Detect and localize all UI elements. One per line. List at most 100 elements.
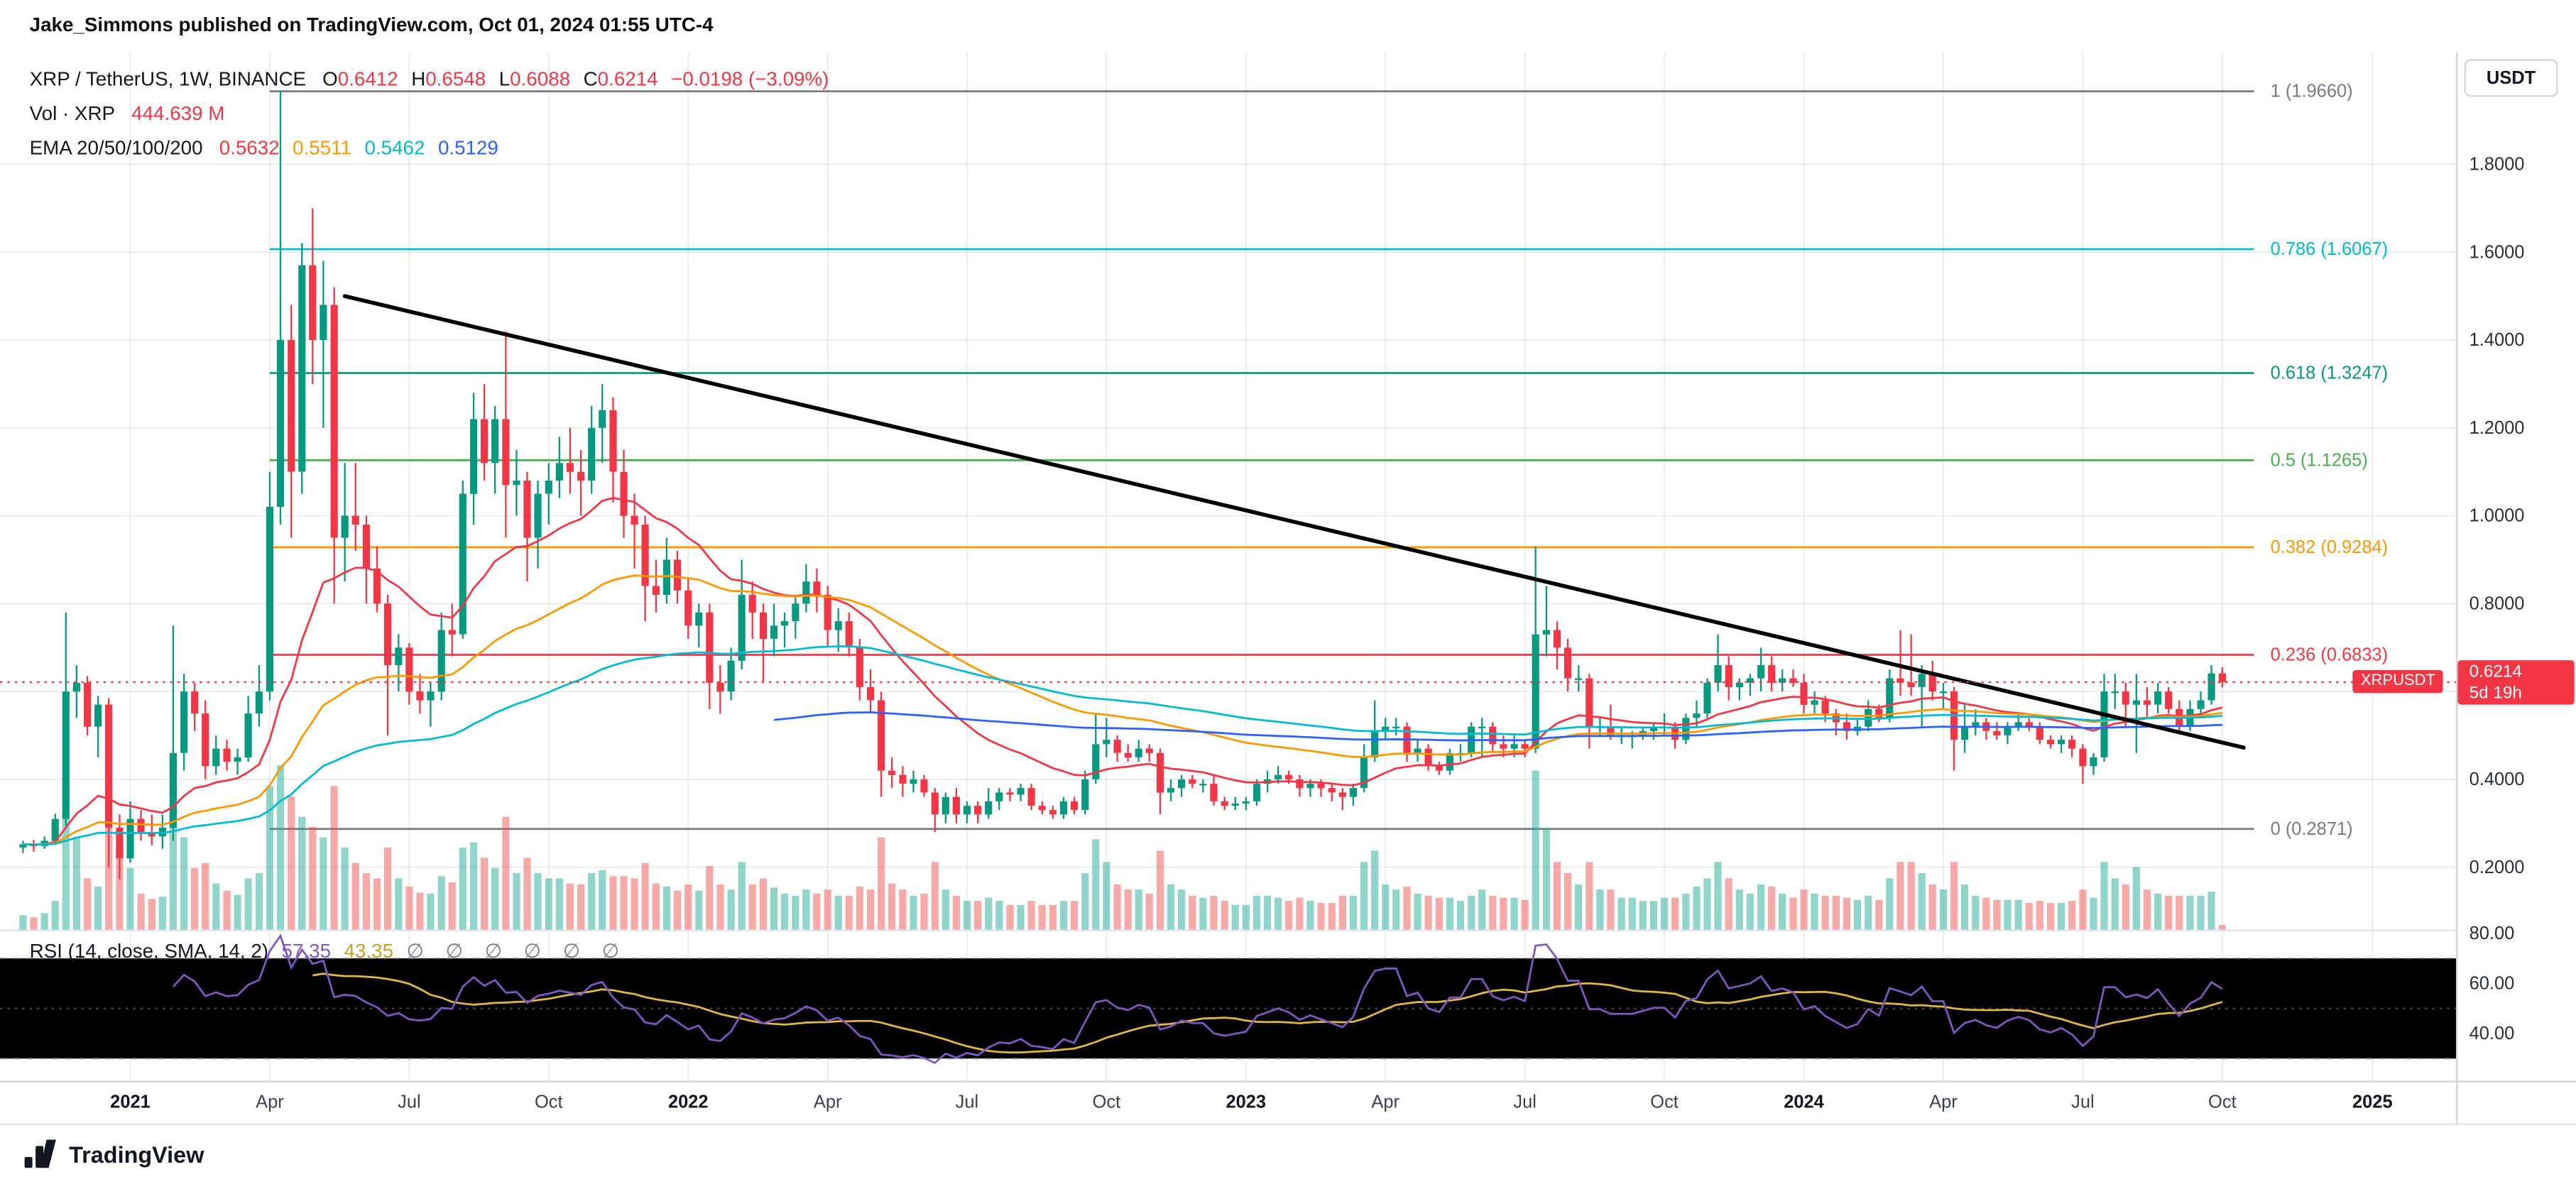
- candle-body: [770, 625, 778, 639]
- price-axis-label: 0.8000: [2469, 593, 2525, 613]
- volume-bar: [416, 892, 424, 930]
- candle-body: [995, 792, 1003, 801]
- volume-bar: [1306, 901, 1314, 930]
- candle-body: [1607, 726, 1615, 735]
- ema-100-value: 0.5462: [364, 135, 425, 159]
- volume-bar: [1586, 862, 1593, 930]
- candle-body: [1177, 779, 1186, 789]
- candle-body: [1993, 730, 2001, 736]
- volume-bar: [620, 876, 628, 930]
- volume-bar: [351, 862, 359, 930]
- volume-bar: [641, 862, 649, 930]
- volume-bar: [1210, 895, 1218, 930]
- candle-body: [1939, 691, 1948, 694]
- volume-bar: [1006, 904, 1014, 930]
- volume-bar: [212, 883, 220, 930]
- candle-body: [395, 647, 403, 666]
- badge-countdown: 5d 19h: [2469, 682, 2522, 703]
- volume-bar: [1296, 897, 1304, 930]
- candle-body: [94, 704, 102, 727]
- attribution: Jake_Simmons published on TradingView.co…: [29, 13, 714, 36]
- candle-body: [416, 691, 424, 701]
- price-axis-label: 0.2000: [2469, 857, 2525, 877]
- candle-body: [19, 844, 27, 848]
- fib-level-label: 0.786 (1.6067): [2271, 239, 2388, 259]
- volume-bar: [920, 893, 928, 930]
- volume-bar: [1875, 899, 1883, 930]
- chart-legend: XRP / TetherUS, 1W, BINANCE O0.6412 H0.6…: [30, 61, 829, 165]
- volume-bar: [910, 895, 917, 930]
- symbol-legend-row[interactable]: XRP / TetherUS, 1W, BINANCE O0.6412 H0.6…: [30, 61, 829, 96]
- candle-body: [1360, 757, 1368, 789]
- candle-body: [2218, 673, 2226, 682]
- volume-bar: [1070, 901, 1079, 930]
- volume-bar: [1553, 862, 1561, 930]
- volume-bar: [588, 873, 596, 930]
- volume-bar: [1049, 904, 1057, 930]
- volume-bar: [341, 847, 349, 930]
- trendline: [342, 294, 2246, 750]
- volume-bar: [2186, 895, 2194, 930]
- rsi-ma-line: [312, 972, 2223, 1054]
- volume-bar: [373, 878, 381, 930]
- candle-body: [802, 581, 810, 604]
- volume-bar: [2046, 903, 2055, 930]
- volume-bar: [1382, 884, 1390, 930]
- open-pair: O0.6412: [322, 66, 398, 90]
- candle-body: [534, 493, 542, 538]
- currency-toggle-button[interactable]: USDT: [2464, 59, 2558, 97]
- candle-body: [1424, 748, 1432, 767]
- candle-body: [641, 525, 649, 586]
- volume-bar: [320, 837, 327, 930]
- volume-bar: [395, 878, 403, 930]
- volume-bar: [1574, 884, 1583, 930]
- volume-bar: [1939, 889, 1948, 930]
- volume-bar: [1177, 889, 1186, 930]
- price-scale[interactable]: [2456, 53, 2576, 1124]
- candle-body: [878, 700, 885, 771]
- candle-body: [105, 704, 113, 828]
- tradingview-footer[interactable]: TradingView: [23, 1136, 204, 1171]
- candle-body: [72, 682, 80, 692]
- rsi-axis-label: 80.00: [2469, 924, 2515, 943]
- volume-bar: [1907, 862, 1915, 930]
- candle-body: [963, 806, 971, 815]
- candle-body: [662, 559, 671, 596]
- volume-bar: [2014, 899, 2022, 930]
- volume-bar: [1982, 897, 1990, 930]
- volume-bar: [662, 886, 671, 930]
- candle-body: [244, 713, 252, 758]
- candle-body: [223, 748, 231, 762]
- ema-200-value: 0.5129: [437, 135, 498, 159]
- candle-body: [116, 827, 124, 859]
- candle-body: [1189, 779, 1196, 784]
- candle-body: [2090, 757, 2097, 767]
- rsi-legend-row[interactable]: RSI (14, close, SMA, 14, 2) 57.35 43.35 …: [30, 939, 619, 962]
- volume-bar: [180, 837, 188, 930]
- volume-bar: [1500, 897, 1507, 930]
- volume-bar: [1896, 862, 1904, 930]
- volume-bar: [1478, 889, 1486, 930]
- candle-body: [706, 612, 714, 683]
- candle-body: [427, 691, 435, 701]
- ema-legend-row[interactable]: EMA 20/50/100/200 0.5632 0.5511 0.5462 0…: [30, 130, 829, 165]
- candle-body: [566, 463, 574, 472]
- volume-bar: [1671, 897, 1679, 930]
- volume-bar: [1017, 904, 1025, 930]
- volume-bar: [1189, 895, 1196, 930]
- candle-body: [748, 595, 756, 613]
- candle-body: [1252, 784, 1261, 801]
- candle-body: [631, 515, 638, 525]
- ema-50-value: 0.5511: [293, 135, 352, 159]
- candle-body: [1521, 744, 1529, 749]
- chart-canvas[interactable]: [0, 53, 2457, 930]
- candle-body: [502, 419, 510, 486]
- volume-bar: [802, 889, 810, 930]
- volume-bar: [72, 837, 80, 930]
- candle-body: [1059, 801, 1068, 815]
- time-scale[interactable]: [0, 1080, 2457, 1124]
- candle-body: [1296, 779, 1304, 789]
- candle-body: [1886, 678, 1894, 718]
- volume-legend-row[interactable]: Vol · XRP 444.639 M: [30, 95, 829, 130]
